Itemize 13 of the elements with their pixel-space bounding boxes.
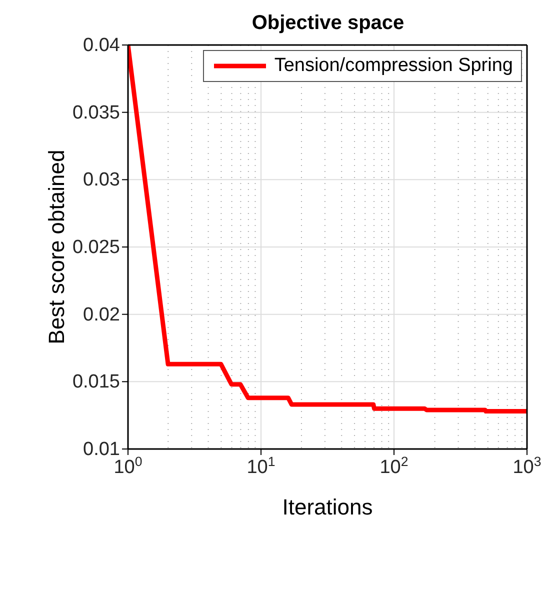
y-tick-label: 0.035 xyxy=(72,102,120,124)
y-tick-label: 0.015 xyxy=(72,372,120,393)
chart-title: Objective space xyxy=(250,12,406,35)
y-tick-label: 0.04 xyxy=(83,35,120,56)
x-tick-label: 10$^{1}$ xyxy=(246,454,276,478)
y-tick-label: 0.025 xyxy=(72,237,120,258)
y-axis-title: Best score obtained xyxy=(44,150,69,344)
y-tick-label: 0.02 xyxy=(83,304,120,326)
x-axis-title: Iterations xyxy=(282,494,373,520)
x-tick-label: 10$^{2}$ xyxy=(380,454,408,478)
legend-label: Tension/compression Spring xyxy=(274,55,513,77)
x-tick-label: 10$^{3}$ xyxy=(512,454,542,478)
y-tick-label: 0.03 xyxy=(83,170,120,191)
